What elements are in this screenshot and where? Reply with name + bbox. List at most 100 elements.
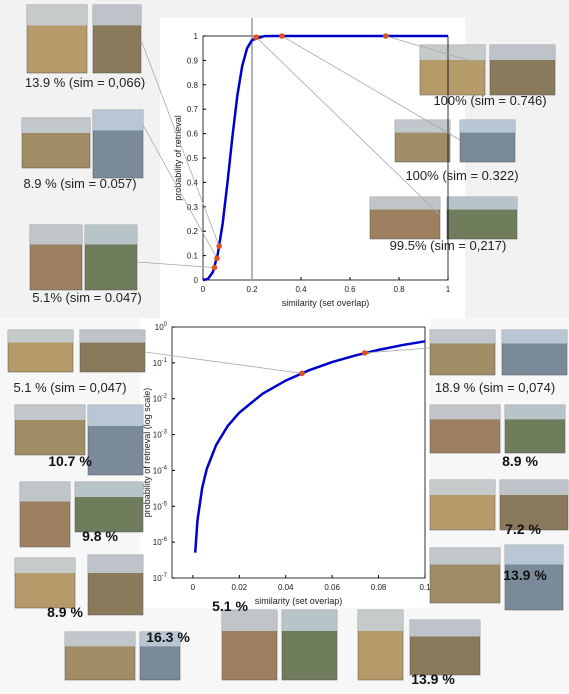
x-tick-label: 0.08 xyxy=(371,583,387,592)
y-tick-label: 0.1 xyxy=(187,252,199,261)
thumbnail-sky xyxy=(8,330,73,343)
point xyxy=(361,350,368,356)
y-tick-base: 10 xyxy=(155,323,164,332)
y-tick-base: 10 xyxy=(153,538,162,547)
caption: 5.1% (sim = 0.047) xyxy=(32,290,141,305)
thumbnail-sky xyxy=(20,482,70,502)
y-tick-label: 0.2 xyxy=(187,227,199,236)
caption: 8.9 % xyxy=(47,604,83,620)
point xyxy=(382,33,389,39)
y-tick-label: 0.8 xyxy=(187,81,199,90)
leader-line xyxy=(140,39,220,247)
y-tick-exponent: -6 xyxy=(162,537,168,543)
thumbnail-sky xyxy=(282,610,337,631)
thumbnail-sky xyxy=(410,620,480,637)
thumbnail-sky xyxy=(140,632,180,647)
caption: 13.9 % (sim = 0,066) xyxy=(25,75,145,90)
caption: 18.9 % (sim = 0,074) xyxy=(435,380,555,395)
caption: 16.3 % xyxy=(146,629,190,645)
thumbnail-sky xyxy=(80,330,145,343)
leader-line xyxy=(385,35,486,66)
x-tick-label: 0.4 xyxy=(295,285,307,294)
y-tick-label: 10-3 xyxy=(153,430,168,440)
x-tick-label: 1 xyxy=(446,285,451,294)
leader-line xyxy=(144,351,303,374)
y-tick-label: 0.5 xyxy=(187,154,199,163)
leader-line xyxy=(281,35,461,141)
y-tick-base: 10 xyxy=(153,574,162,583)
y-axis-label: probability of retrieval (log scale) xyxy=(142,388,152,518)
leader-line xyxy=(364,347,431,354)
y-axis-label: probability of retrieval xyxy=(173,115,183,201)
thumbnail-sky xyxy=(75,482,143,497)
thumbnail-sky xyxy=(370,197,440,210)
y-tick-label: 0.3 xyxy=(187,203,199,212)
x-tick-label: 0.1 xyxy=(419,583,431,592)
thumbnail-sky xyxy=(222,610,277,631)
caption: 9.8 % xyxy=(82,528,118,544)
leader-line xyxy=(255,36,441,216)
y-tick-label: 10-1 xyxy=(153,358,168,368)
thumbnail-sky xyxy=(395,120,450,133)
thumbnail-sky xyxy=(22,118,90,133)
thumbnail-sky xyxy=(65,632,135,647)
point xyxy=(211,264,218,271)
top-plot-bg xyxy=(160,18,465,318)
point xyxy=(216,243,222,249)
y-tick-label: 10-4 xyxy=(153,465,168,475)
y-tick-label: 0.4 xyxy=(187,178,199,187)
caption: 99.5% (sim = 0,217) xyxy=(390,238,507,253)
x-tick-label: 0.04 xyxy=(278,583,294,592)
thumbnail-sky xyxy=(93,5,141,26)
y-tick-label: 1 xyxy=(194,32,199,41)
y-tick-base: 10 xyxy=(153,359,162,368)
thumbnail-sky xyxy=(490,45,555,60)
y-tick-label: 100 xyxy=(155,322,168,332)
point xyxy=(279,33,285,39)
x-tick-label: 0.02 xyxy=(232,583,248,592)
leader-line xyxy=(136,261,215,268)
y-tick-exponent: -7 xyxy=(162,573,168,579)
y-tick-base: 10 xyxy=(153,395,162,404)
x-tick-label: 0.2 xyxy=(246,285,258,294)
y-tick-exponent: -1 xyxy=(162,358,168,364)
caption: 7.2 % xyxy=(505,521,541,537)
thumbnail-sky xyxy=(93,110,143,131)
plot-frame xyxy=(171,326,426,579)
thumbnail-sky xyxy=(15,558,75,573)
caption: 13.9 % xyxy=(411,671,455,687)
y-tick-label: 0.7 xyxy=(187,105,199,114)
x-tick-label: 0.06 xyxy=(324,583,340,592)
y-tick-exponent: -3 xyxy=(162,430,168,436)
y-tick-exponent: -2 xyxy=(162,394,168,400)
thumbnail-sky xyxy=(358,610,403,631)
leader-line xyxy=(142,124,218,259)
caption: 8.9 % xyxy=(502,453,538,469)
bottom-plot-bg xyxy=(140,318,430,608)
y-tick-label: 10-5 xyxy=(153,501,168,511)
thumbnail-sky xyxy=(30,225,82,245)
thumbnail-sky xyxy=(460,120,515,133)
y-tick-label: 0.9 xyxy=(187,56,199,65)
y-tick-label: 10-2 xyxy=(153,394,168,404)
thumbnail-sky xyxy=(430,548,500,565)
thumbnail-sky xyxy=(88,405,143,426)
y-tick-exponent: 0 xyxy=(164,322,168,328)
thumbnail-sky xyxy=(27,5,87,26)
thumbnail-sky xyxy=(88,555,143,573)
thumbnail-sky xyxy=(502,330,567,344)
x-tick-label: 0 xyxy=(201,285,206,294)
caption: 8.9 % (sim = 0.057) xyxy=(23,176,136,191)
thumbnail-sky xyxy=(505,405,565,420)
thumbnail-sky xyxy=(15,405,85,420)
thumbnail-sky xyxy=(505,545,563,565)
y-tick-exponent: -4 xyxy=(162,465,168,471)
thumbnail-sky xyxy=(430,405,500,420)
y-tick-base: 10 xyxy=(153,466,162,475)
y-tick-label: 0 xyxy=(194,276,199,285)
caption: 5.1 % xyxy=(212,598,248,614)
thumbnail-sky xyxy=(447,197,517,210)
curve xyxy=(202,34,448,282)
point xyxy=(299,370,305,377)
